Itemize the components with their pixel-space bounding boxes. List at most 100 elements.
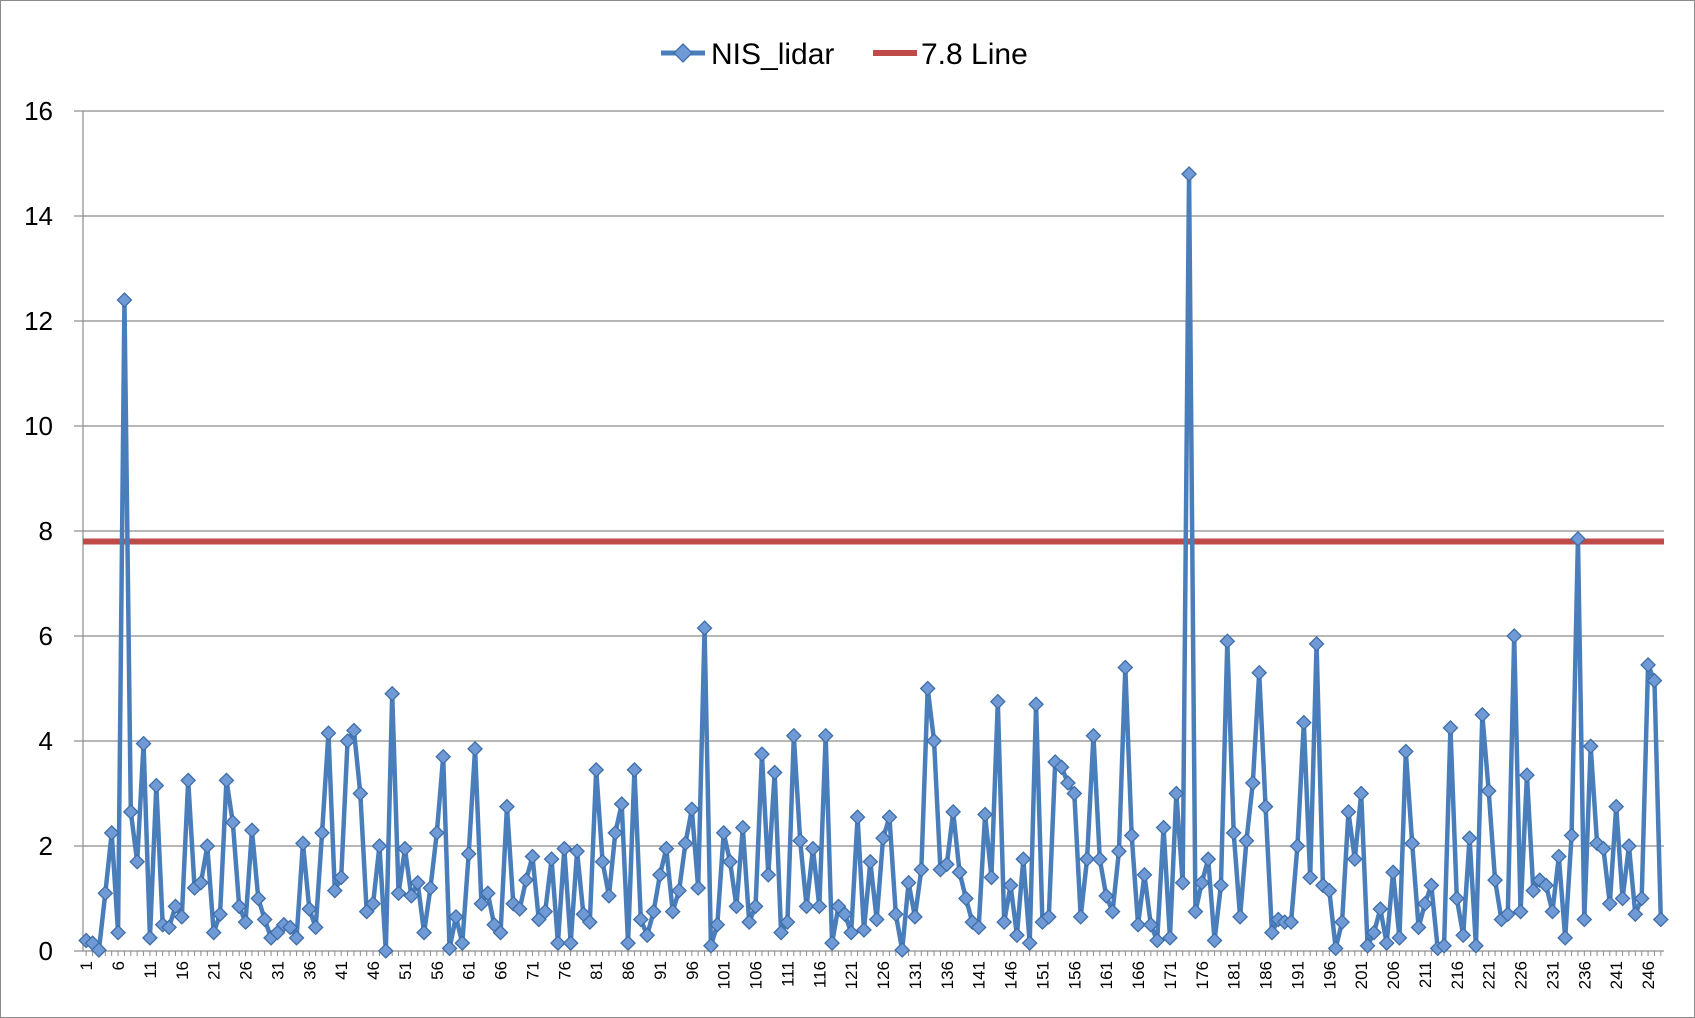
data-point (205, 924, 222, 941)
data-point (562, 935, 579, 952)
data-point (218, 772, 235, 789)
data-point (1410, 919, 1427, 936)
data-point (1417, 895, 1433, 912)
data-point (1595, 840, 1612, 857)
data-point (754, 746, 770, 763)
data-point (1091, 851, 1108, 868)
x-tick-label: 76 (555, 961, 574, 980)
data-point (1512, 903, 1529, 920)
data-point (384, 685, 401, 702)
data-point (244, 822, 260, 839)
data-point (377, 943, 394, 959)
data-point (524, 848, 541, 865)
data-point (1340, 803, 1357, 820)
data-point (1238, 832, 1255, 849)
data-point (1646, 672, 1663, 689)
data-point (416, 924, 432, 941)
x-tick-label: 101 (715, 961, 734, 989)
data-point (1474, 706, 1491, 723)
data-point (116, 292, 133, 308)
x-tick-label: 106 (747, 961, 766, 989)
x-tick-label: 171 (1161, 961, 1180, 989)
data-point (460, 845, 477, 862)
data-point (1200, 851, 1217, 868)
data-point (875, 830, 891, 847)
data-point (569, 843, 585, 860)
x-tick-label: 201 (1352, 961, 1371, 989)
x-tick-label: 81 (587, 961, 606, 980)
data-point (970, 919, 987, 936)
x-tick-label: 26 (237, 961, 256, 980)
x-tick-label: 86 (619, 961, 638, 980)
data-point (1455, 927, 1472, 944)
data-point (741, 914, 758, 931)
data-point (1557, 929, 1574, 946)
data-point (193, 874, 209, 891)
data-point (180, 772, 197, 789)
data-point (1525, 882, 1542, 899)
data-point (1461, 830, 1478, 847)
x-tick-label: 236 (1575, 961, 1594, 989)
data-point (696, 620, 713, 637)
data-point (1066, 785, 1083, 802)
y-tick-label: 0 (39, 936, 53, 966)
data-point (1028, 696, 1044, 713)
data-point (945, 803, 962, 820)
data-point (868, 911, 885, 928)
data-point (1174, 874, 1191, 891)
x-tick-label: 116 (810, 961, 829, 988)
data-point (881, 809, 898, 826)
data-point (887, 906, 904, 923)
data-point (1040, 908, 1057, 925)
data-point (295, 835, 311, 852)
data-point (409, 874, 426, 891)
data-point (1601, 895, 1618, 912)
x-tick-label: 166 (1129, 961, 1148, 989)
data-point (1015, 851, 1032, 868)
data-point (1111, 843, 1127, 860)
data-point (690, 880, 707, 896)
data-point (390, 885, 407, 902)
data-point (951, 864, 968, 881)
x-tick-label: 241 (1607, 961, 1626, 989)
data-point (499, 798, 515, 815)
data-point (1155, 819, 1172, 836)
data-point (1499, 906, 1516, 923)
data-point (1136, 866, 1153, 883)
data-point (1346, 851, 1363, 868)
data-point (97, 885, 114, 902)
x-tick-label: 131 (906, 961, 925, 989)
data-point (1608, 798, 1625, 815)
data-point (237, 914, 254, 931)
data-point (613, 796, 630, 812)
data-point (110, 924, 126, 941)
data-point (1378, 935, 1395, 952)
data-point (658, 840, 675, 857)
data-point (1538, 877, 1554, 894)
data-point (1213, 877, 1229, 894)
x-tick-label: 46 (364, 961, 383, 980)
data-point (1295, 714, 1312, 731)
data-point (212, 906, 228, 923)
data-point (1563, 827, 1580, 844)
data-point (543, 851, 560, 868)
data-point (601, 887, 617, 904)
data-point (671, 882, 687, 899)
data-point (1283, 914, 1299, 931)
x-tick-label: 71 (523, 961, 542, 980)
data-point (1079, 851, 1095, 868)
data-point (301, 901, 318, 917)
data-point (1232, 908, 1248, 925)
x-tick-label: 231 (1543, 961, 1562, 989)
data-point (1391, 929, 1408, 946)
series-nis-lidar (78, 166, 1669, 959)
legend-ref-label: 7.8 Line (921, 38, 1028, 71)
x-tick-label: 196 (1320, 961, 1339, 989)
data-point (511, 901, 528, 917)
data-point (919, 680, 936, 697)
data-point (715, 824, 732, 841)
data-point (122, 803, 139, 820)
data-point (652, 866, 668, 883)
y-tick-label: 6 (39, 621, 53, 651)
